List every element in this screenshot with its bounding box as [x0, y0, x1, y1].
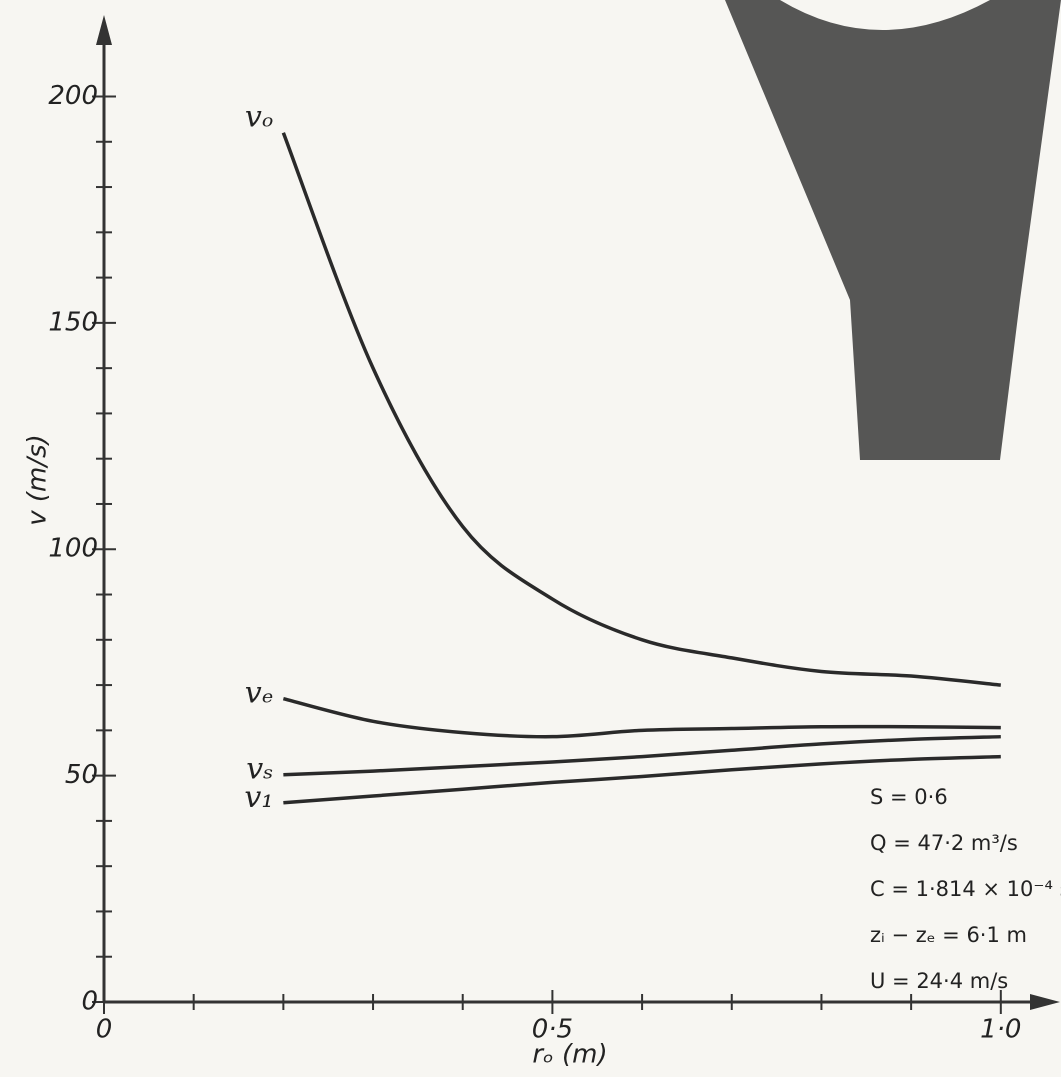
annotation: zᵢ − zₑ = 6·1 m	[870, 923, 1027, 947]
y-axis-label: v (m/s)	[23, 434, 53, 526]
annotation: Q = 47·2 m³/s	[870, 831, 1018, 855]
page: {"chart_data": { "type": "line", "xlabel…	[0, 0, 1061, 1077]
annotation: C = 1·814 × 10⁻⁴ s	[870, 877, 1061, 901]
y-tick-label: 150	[48, 307, 98, 337]
x-tick-label: 0·5	[532, 1015, 573, 1045]
annotation: U = 24·4 m/s	[870, 969, 1008, 993]
x-tick-label: 0	[96, 1015, 113, 1045]
y-tick-label: 100	[48, 534, 98, 564]
curve	[283, 737, 1000, 775]
x-tick-label: 1·0	[980, 1015, 1021, 1045]
y-tick-label: 200	[48, 81, 98, 111]
chart: v (m/s) rₒ (m) 05010015020000·51·0vₒvₑvₛ…	[0, 0, 1061, 1077]
x-axis-arrow	[1030, 994, 1060, 1010]
annotation: S = 0·6	[870, 785, 948, 809]
pipe-illustration	[725, 0, 1061, 460]
curve-label: vₒ	[245, 100, 274, 135]
y-tick-label: 50	[65, 760, 98, 790]
curve-label: v₁	[244, 780, 273, 815]
y-tick-label: 0	[81, 987, 98, 1017]
y-axis-arrow	[96, 15, 112, 45]
curve	[283, 699, 1000, 737]
curve-label: vₑ	[245, 676, 274, 711]
